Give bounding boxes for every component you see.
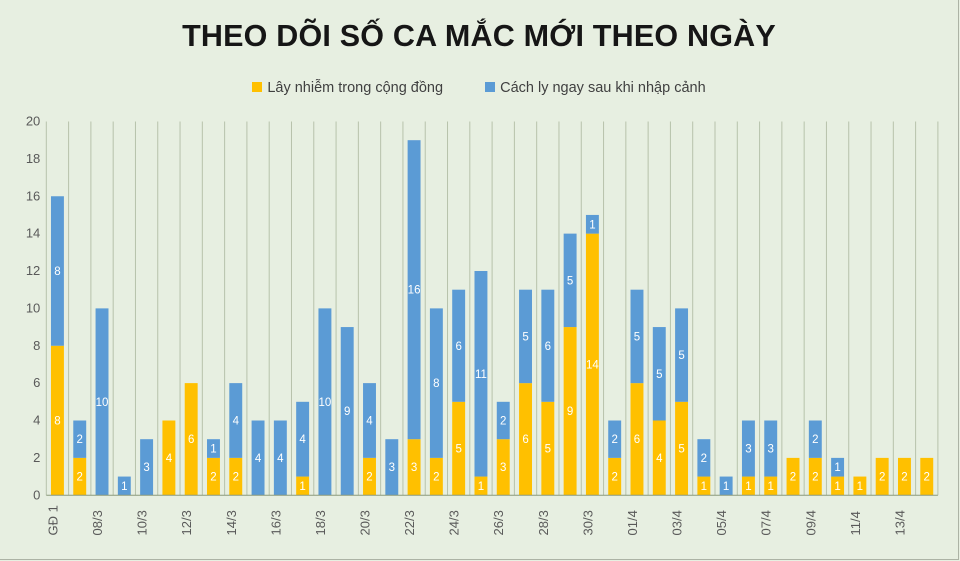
- svg-text:2: 2: [812, 434, 818, 446]
- svg-text:2: 2: [77, 472, 83, 484]
- svg-text:20: 20: [26, 114, 40, 129]
- svg-text:5: 5: [656, 369, 662, 381]
- svg-text:14: 14: [26, 226, 40, 241]
- svg-text:2: 2: [879, 472, 885, 484]
- svg-text:4: 4: [255, 453, 262, 465]
- svg-text:5: 5: [522, 331, 528, 343]
- svg-text:2: 2: [210, 472, 216, 484]
- svg-text:1: 1: [589, 219, 595, 231]
- svg-text:1: 1: [121, 481, 127, 493]
- svg-text:2: 2: [790, 472, 796, 484]
- svg-text:22/3: 22/3: [402, 510, 417, 535]
- svg-text:26/3: 26/3: [491, 510, 506, 535]
- svg-text:16: 16: [26, 188, 40, 203]
- svg-text:3: 3: [768, 444, 774, 456]
- svg-text:5: 5: [567, 275, 573, 287]
- svg-text:2: 2: [33, 450, 40, 465]
- svg-text:2: 2: [924, 472, 930, 484]
- svg-text:14: 14: [586, 359, 599, 371]
- svg-text:24/3: 24/3: [447, 510, 462, 535]
- svg-text:2: 2: [901, 472, 907, 484]
- svg-text:4: 4: [299, 434, 306, 446]
- svg-text:5: 5: [455, 444, 461, 456]
- svg-text:4: 4: [277, 453, 284, 465]
- svg-text:2: 2: [366, 472, 372, 484]
- svg-text:3: 3: [411, 462, 417, 474]
- svg-text:1: 1: [745, 481, 751, 493]
- svg-text:28/3: 28/3: [536, 510, 551, 535]
- svg-text:13/4: 13/4: [892, 510, 907, 535]
- svg-text:2: 2: [812, 472, 818, 484]
- svg-text:4: 4: [166, 453, 173, 465]
- svg-text:2: 2: [611, 472, 617, 484]
- svg-text:10: 10: [26, 300, 40, 315]
- svg-text:8: 8: [433, 378, 439, 390]
- svg-text:5: 5: [678, 444, 684, 456]
- svg-text:11: 11: [475, 369, 487, 381]
- svg-text:1: 1: [478, 481, 484, 493]
- svg-text:1: 1: [857, 481, 863, 493]
- svg-text:0: 0: [33, 487, 40, 502]
- svg-text:3: 3: [745, 444, 751, 456]
- svg-text:2: 2: [433, 472, 439, 484]
- svg-text:5: 5: [678, 350, 684, 362]
- svg-text:GĐ 1: GĐ 1: [45, 505, 60, 535]
- svg-text:1: 1: [723, 481, 729, 493]
- svg-text:10: 10: [319, 397, 332, 409]
- svg-text:10: 10: [96, 397, 109, 409]
- svg-text:16: 16: [408, 285, 421, 297]
- svg-text:05/4: 05/4: [714, 510, 729, 535]
- svg-text:08/3: 08/3: [90, 510, 105, 535]
- svg-text:16/3: 16/3: [268, 510, 283, 535]
- svg-text:18: 18: [26, 151, 40, 166]
- svg-text:03/4: 03/4: [670, 510, 685, 535]
- svg-text:4: 4: [233, 416, 240, 428]
- svg-text:6: 6: [188, 434, 194, 446]
- svg-text:1: 1: [701, 481, 707, 493]
- svg-text:2: 2: [611, 434, 617, 446]
- svg-text:01/4: 01/4: [625, 510, 640, 535]
- svg-text:10/3: 10/3: [135, 510, 150, 535]
- svg-text:4: 4: [656, 453, 663, 465]
- svg-text:1: 1: [834, 462, 840, 474]
- svg-text:6: 6: [33, 375, 40, 390]
- svg-text:12/3: 12/3: [179, 510, 194, 535]
- svg-text:4: 4: [366, 416, 373, 428]
- svg-text:8: 8: [54, 416, 60, 428]
- svg-text:6: 6: [545, 341, 551, 353]
- svg-text:14/3: 14/3: [224, 510, 239, 535]
- svg-text:09/4: 09/4: [803, 510, 818, 535]
- svg-text:2: 2: [233, 472, 239, 484]
- svg-text:1: 1: [299, 481, 305, 493]
- svg-text:8: 8: [33, 338, 40, 353]
- svg-text:5: 5: [545, 444, 551, 456]
- svg-text:1: 1: [210, 444, 216, 456]
- svg-text:12: 12: [26, 263, 40, 278]
- svg-text:3: 3: [500, 462, 506, 474]
- svg-text:8: 8: [54, 266, 60, 278]
- svg-text:11/4: 11/4: [848, 511, 863, 535]
- svg-text:2: 2: [500, 416, 506, 428]
- svg-text:6: 6: [455, 341, 461, 353]
- svg-text:3: 3: [389, 462, 395, 474]
- svg-text:18/3: 18/3: [313, 510, 328, 535]
- svg-text:07/4: 07/4: [759, 510, 774, 535]
- svg-text:9: 9: [567, 406, 573, 418]
- svg-text:2: 2: [77, 434, 83, 446]
- svg-text:3: 3: [143, 462, 149, 474]
- svg-text:20/3: 20/3: [358, 510, 373, 535]
- svg-text:4: 4: [33, 413, 40, 428]
- svg-text:1: 1: [834, 481, 840, 493]
- svg-text:6: 6: [634, 434, 640, 446]
- svg-text:1: 1: [768, 481, 774, 493]
- svg-text:5: 5: [634, 331, 640, 343]
- svg-text:6: 6: [522, 434, 528, 446]
- svg-text:30/3: 30/3: [580, 510, 595, 535]
- svg-text:9: 9: [344, 406, 350, 418]
- svg-text:2: 2: [701, 453, 707, 465]
